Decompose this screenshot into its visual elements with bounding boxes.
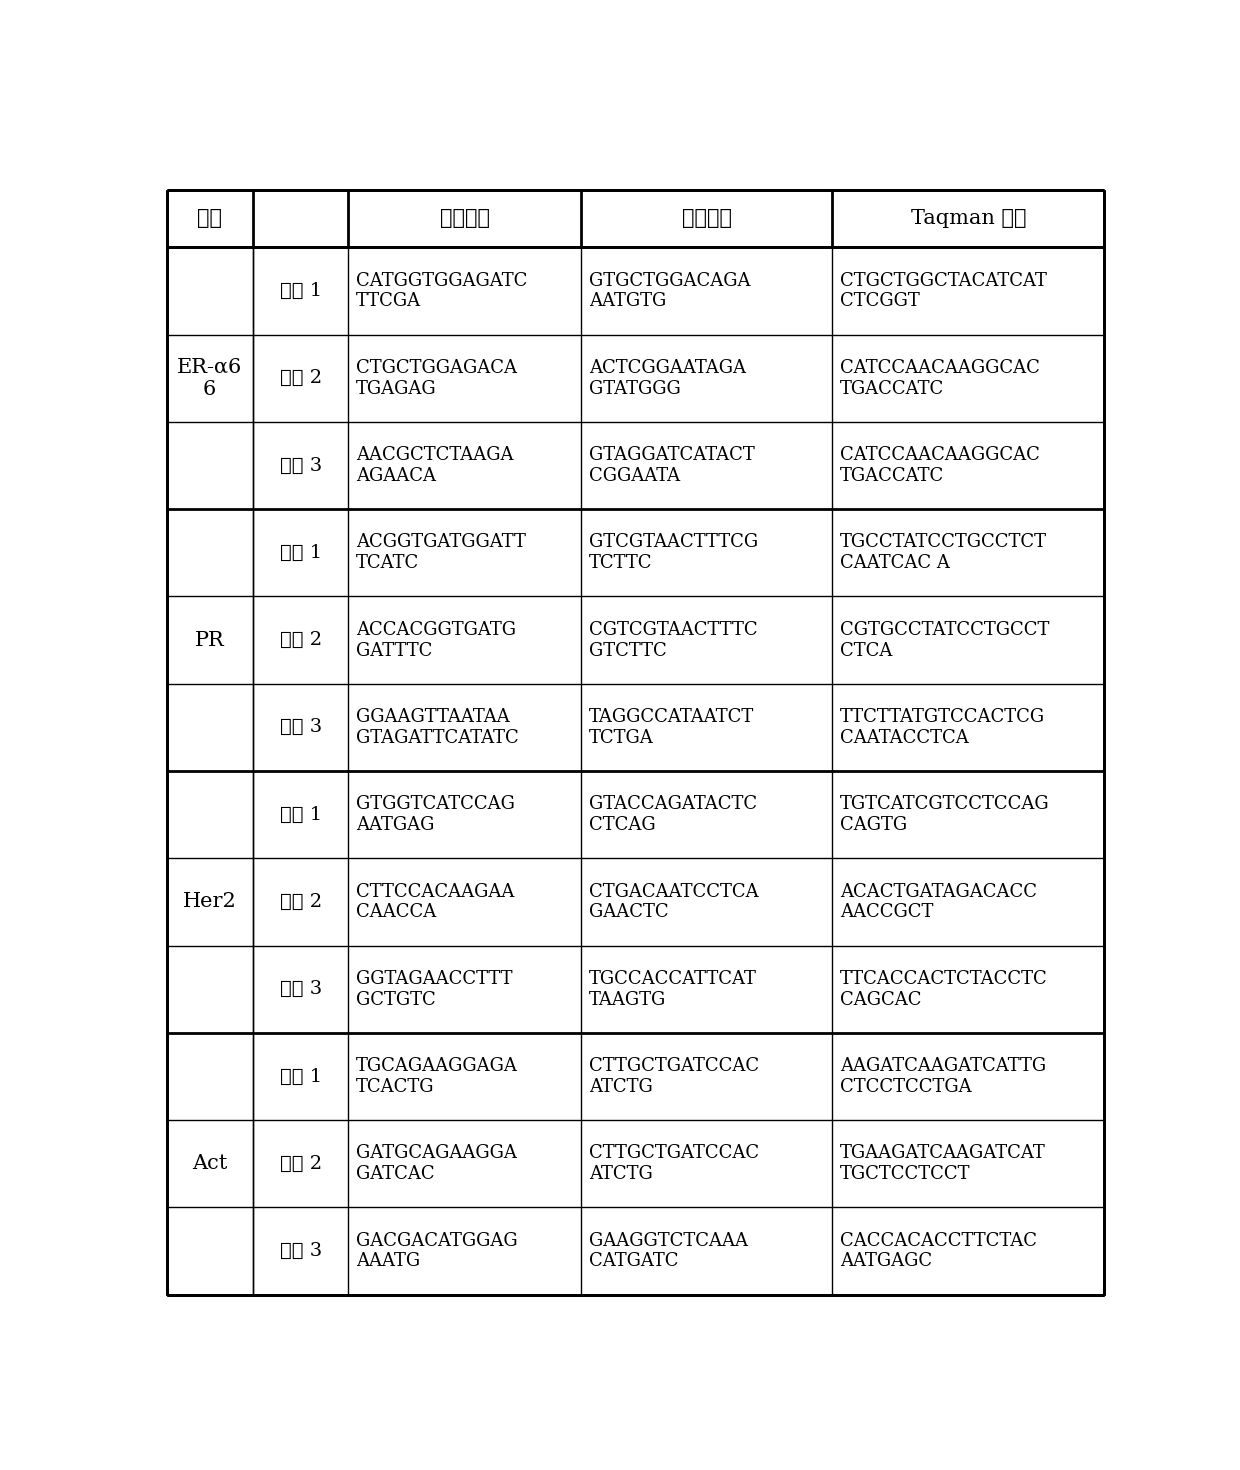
Text: ER-α6
6: ER-α6 6 — [177, 357, 242, 398]
Text: CTTGCTGATCCAC
ATCTG: CTTGCTGATCCAC ATCTG — [589, 1145, 759, 1183]
Text: 引物 1: 引物 1 — [279, 806, 321, 823]
Text: 引物 3: 引物 3 — [279, 719, 322, 736]
Text: 引物 2: 引物 2 — [279, 1155, 321, 1173]
Text: GACGACATGGAG
AAATG: GACGACATGGAG AAATG — [356, 1232, 518, 1270]
Text: CATCCAACAAGGCAC
TGACCATC: CATCCAACAAGGCAC TGACCATC — [841, 359, 1040, 398]
Text: ACTCGGAATAGA
GTATGGG: ACTCGGAATAGA GTATGGG — [589, 359, 745, 398]
Text: GTAGGATCATACT
CGGAATA: GTAGGATCATACT CGGAATA — [589, 447, 754, 485]
Text: 引物 3: 引物 3 — [279, 980, 322, 998]
Text: CGTGCCTATCCTGCCT
CTCA: CGTGCCTATCCTGCCT CTCA — [841, 620, 1049, 660]
Text: CATCCAACAAGGCAC
TGACCATC: CATCCAACAAGGCAC TGACCATC — [841, 447, 1040, 485]
Text: 引物 3: 引物 3 — [279, 457, 322, 475]
Text: 正向引物: 正向引物 — [440, 209, 490, 228]
Text: GGAAGTTAATAA
GTAGATTCATATC: GGAAGTTAATAA GTAGATTCATATC — [356, 709, 518, 747]
Text: ACGGTGATGGATT
TCATC: ACGGTGATGGATT TCATC — [356, 534, 526, 572]
Text: CACCACACCTTCTAC
AATGAGC: CACCACACCTTCTAC AATGAGC — [841, 1232, 1037, 1270]
Text: Taqman 探针: Taqman 探针 — [910, 209, 1027, 228]
Text: CTTCCACAAGAA
CAACCA: CTTCCACAAGAA CAACCA — [356, 882, 515, 922]
Text: 引物 1: 引物 1 — [279, 282, 321, 300]
Text: 引物 2: 引物 2 — [279, 631, 321, 650]
Text: GTGCTGGACAGA
AATGTG: GTGCTGGACAGA AATGTG — [589, 272, 750, 310]
Text: 引物 2: 引物 2 — [279, 892, 321, 911]
Text: 引物 1: 引物 1 — [279, 544, 321, 562]
Text: TGCCACCATTCAT
TAAGTG: TGCCACCATTCAT TAAGTG — [589, 970, 756, 1008]
Text: TGAAGATCAAGATCAT
TGCTCCTCCT: TGAAGATCAAGATCAT TGCTCCTCCT — [841, 1145, 1045, 1183]
Text: GGTAGAACCTTT
GCTGTC: GGTAGAACCTTT GCTGTC — [356, 970, 512, 1008]
Text: CGTCGTAACTTTC
GTCTTC: CGTCGTAACTTTC GTCTTC — [589, 620, 758, 660]
Text: AACGCTCTAAGA
AGAACA: AACGCTCTAAGA AGAACA — [356, 447, 513, 485]
Text: CATGGTGGAGATC
TTCGA: CATGGTGGAGATC TTCGA — [356, 272, 527, 310]
Text: 引物 3: 引物 3 — [279, 1242, 322, 1260]
Text: CTGCTGGCTACATCAT
CTCGGT: CTGCTGGCTACATCAT CTCGGT — [841, 272, 1047, 310]
Text: CTGCTGGAGACA
TGAGAG: CTGCTGGAGACA TGAGAG — [356, 359, 517, 398]
Text: TGCCTATCCTGCCTCT
CAATCAC A: TGCCTATCCTGCCTCT CAATCAC A — [841, 534, 1047, 572]
Text: GTGGTCATCCAG
AATGAG: GTGGTCATCCAG AATGAG — [356, 795, 515, 833]
Text: TGTCATCGTCCTCCAG
CAGTG: TGTCATCGTCCTCCAG CAGTG — [841, 795, 1050, 833]
Text: GTCGTAACTTTCG
TCTTC: GTCGTAACTTTCG TCTTC — [589, 534, 758, 572]
Text: TGCAGAAGGAGA
TCACTG: TGCAGAAGGAGA TCACTG — [356, 1057, 518, 1097]
Text: TAGGCCATAATCT
TCTGA: TAGGCCATAATCT TCTGA — [589, 709, 754, 747]
Text: 引物 1: 引物 1 — [279, 1067, 321, 1085]
Text: GAAGGTCTCAAA
CATGATC: GAAGGTCTCAAA CATGATC — [589, 1232, 748, 1270]
Text: AAGATCAAGATCATTG
CTCCTCCTGA: AAGATCAAGATCATTG CTCCTCCTGA — [841, 1057, 1047, 1097]
Text: 引物 2: 引物 2 — [279, 369, 321, 387]
Text: ACCACGGTGATG
GATTTC: ACCACGGTGATG GATTTC — [356, 620, 516, 660]
Text: GTACCAGATACTC
CTCAG: GTACCAGATACTC CTCAG — [589, 795, 756, 833]
Text: Her2: Her2 — [182, 892, 237, 911]
Text: ACACTGATAGACACC
AACCGCT: ACACTGATAGACACC AACCGCT — [841, 882, 1037, 922]
Text: PR: PR — [195, 631, 224, 650]
Text: TTCTTATGTCCACTCG
CAATACCTCA: TTCTTATGTCCACTCG CAATACCTCA — [841, 709, 1045, 747]
Text: GATGCAGAAGGA
GATCAC: GATGCAGAAGGA GATCAC — [356, 1145, 517, 1183]
Text: 反向引物: 反向引物 — [682, 209, 732, 228]
Text: CTTGCTGATCCAC
ATCTG: CTTGCTGATCCAC ATCTG — [589, 1057, 759, 1097]
Text: 项目: 项目 — [197, 209, 222, 228]
Text: CTGACAATCCTCA
GAACTC: CTGACAATCCTCA GAACTC — [589, 882, 759, 922]
Text: TTCACCACTCTACCTC
CAGCAC: TTCACCACTCTACCTC CAGCAC — [841, 970, 1048, 1008]
Text: Act: Act — [192, 1154, 227, 1173]
